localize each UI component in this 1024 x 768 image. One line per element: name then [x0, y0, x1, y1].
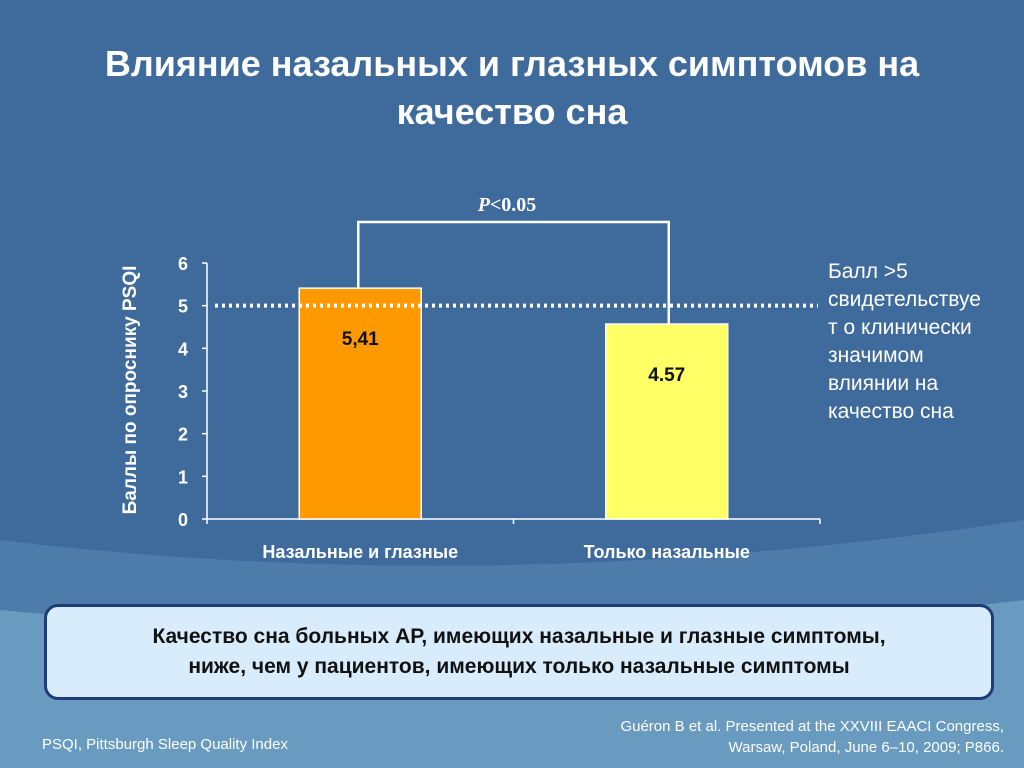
threshold-note-line-5: влиянии на	[828, 372, 939, 395]
y-tick-label-5: 5	[178, 297, 188, 317]
y-tick-label-1: 1	[178, 467, 188, 487]
y-tick-label-4: 4	[178, 339, 188, 359]
x-category-label-2: Только назальные	[584, 542, 750, 562]
reference-line-2: Warsaw, Poland, June 6–10, 2009; P866.	[728, 739, 1004, 756]
p-value-label: P<0.05	[477, 194, 537, 216]
reference-footnote: Guéron B et al. Presented at the XXVIII …	[484, 716, 1004, 758]
title-line-2: качество сна	[396, 91, 628, 132]
significance-bracket	[357, 220, 670, 325]
threshold-note-line-4: значимом	[828, 344, 924, 367]
y-tick-label-6: 6	[178, 254, 188, 274]
p-value-rest: <0.05	[490, 194, 536, 216]
abbreviation-footnote: PSQI, Pittsburgh Sleep Quality Index	[42, 736, 288, 753]
p-value-italic: P	[477, 194, 491, 216]
slide-title: Влияние назальных и глазных симптомов на…	[30, 40, 994, 136]
bar-value-label-2: 4.57	[648, 365, 685, 386]
reference-line-1: Guéron B et al. Presented at the XXVIII …	[620, 718, 1004, 735]
y-tick-label-2: 2	[178, 425, 188, 445]
y-axis-label: Баллы по опроснику PSQI	[120, 266, 141, 515]
y-tick-label-0: 0	[178, 510, 188, 530]
threshold-note-line-1: Балл >5	[828, 260, 908, 283]
title-line-1: Влияние назальных и глазных симптомов на	[104, 43, 920, 84]
threshold-note-line-2: свидетельствуе	[828, 288, 981, 311]
y-tick-label-3: 3	[178, 382, 188, 402]
threshold-note: Балл >5 свидетельствуе т о клинически значи…	[828, 258, 1018, 426]
bar-value-label-1: 5,41	[342, 329, 379, 350]
plot-area: 0 1 2 3 4 5 6 5,41 Назальные и глазные 4.57 Только…	[178, 254, 821, 562]
threshold-note-line-6: качество сна	[828, 400, 954, 423]
x-category-label-1: Назальные и глазные	[262, 542, 458, 562]
threshold-note-line-3: т о клинически	[828, 316, 972, 339]
conclusion-line-2: ниже, чем у пациентов, имеющих только на…	[188, 655, 850, 678]
conclusion-line-1: Качество сна больных АР, имеющих назальн…	[152, 625, 886, 648]
bar-1	[298, 287, 422, 520]
conclusion-callout: Качество сна больных АР, имеющих назальн…	[44, 604, 994, 700]
bar-2	[605, 323, 729, 520]
